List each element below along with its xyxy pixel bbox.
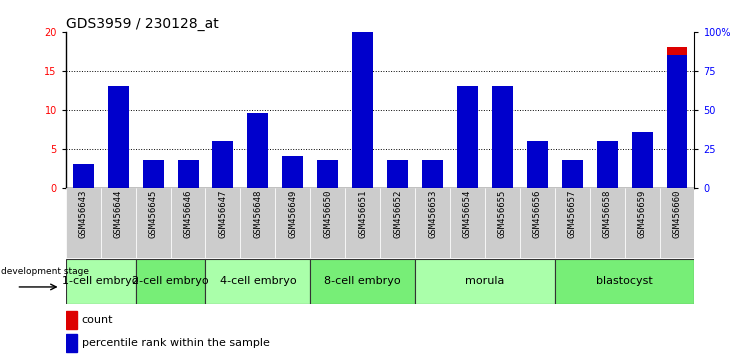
Bar	[247, 113, 268, 188]
Bar	[178, 175, 199, 188]
Bar	[107, 147, 129, 188]
Bar	[555, 188, 590, 258]
Text: GSM456645: GSM456645	[148, 190, 158, 238]
Bar	[205, 188, 240, 258]
Text: GDS3959 / 230128_at: GDS3959 / 230128_at	[66, 17, 219, 31]
Text: GSM456657: GSM456657	[568, 190, 577, 238]
Text: GSM456647: GSM456647	[219, 190, 227, 238]
Bar	[66, 334, 77, 352]
Text: 4-cell embryo: 4-cell embryo	[219, 276, 296, 286]
Bar	[667, 55, 687, 188]
Text: percentile rank within the sample: percentile rank within the sample	[81, 338, 270, 348]
Bar	[415, 188, 450, 258]
Bar	[310, 188, 345, 258]
Bar	[282, 170, 303, 188]
Text: GSM456660: GSM456660	[673, 190, 681, 238]
Bar	[387, 160, 408, 188]
Bar	[457, 86, 478, 188]
Bar	[213, 164, 233, 188]
Text: GSM456653: GSM456653	[428, 190, 437, 238]
Bar	[380, 188, 415, 258]
Bar	[561, 160, 583, 188]
Text: GSM456651: GSM456651	[358, 190, 367, 238]
Bar	[492, 86, 513, 188]
Text: 1-cell embryo: 1-cell embryo	[62, 276, 139, 286]
Bar	[143, 176, 164, 188]
Bar	[66, 259, 136, 303]
Text: GSM456656: GSM456656	[533, 190, 542, 238]
Bar	[66, 188, 101, 258]
Bar	[317, 175, 338, 188]
Bar	[527, 141, 548, 188]
Text: 2-cell embryo: 2-cell embryo	[132, 276, 209, 286]
Bar	[73, 180, 94, 188]
Text: blastocyst: blastocyst	[596, 276, 653, 286]
Bar	[345, 188, 380, 258]
Bar	[492, 141, 513, 188]
Bar	[667, 47, 687, 188]
Bar	[527, 169, 548, 188]
Bar	[170, 188, 205, 258]
Bar	[624, 188, 659, 258]
Text: GSM456658: GSM456658	[602, 190, 612, 238]
Text: GSM456649: GSM456649	[288, 190, 298, 238]
Bar	[561, 171, 583, 188]
Text: GSM456644: GSM456644	[114, 190, 123, 238]
Bar	[596, 141, 618, 188]
Text: GSM456643: GSM456643	[79, 190, 88, 238]
Bar	[136, 259, 205, 303]
Bar	[520, 188, 555, 258]
Text: GSM456646: GSM456646	[183, 190, 192, 238]
Bar	[352, 120, 373, 188]
Bar	[213, 141, 233, 188]
Bar	[317, 160, 338, 188]
Bar	[632, 132, 653, 188]
Bar	[247, 168, 268, 188]
Bar	[422, 160, 443, 188]
Bar	[136, 188, 170, 258]
Bar	[143, 160, 164, 188]
Bar	[310, 259, 415, 303]
Text: morula: morula	[465, 276, 504, 286]
Bar	[659, 188, 694, 258]
Text: GSM456650: GSM456650	[323, 190, 332, 238]
Bar	[66, 311, 77, 329]
Bar	[178, 160, 199, 188]
Text: development stage: development stage	[1, 267, 89, 276]
Bar	[485, 188, 520, 258]
Text: GSM456652: GSM456652	[393, 190, 402, 238]
Text: GSM456648: GSM456648	[254, 190, 262, 238]
Text: GSM456659: GSM456659	[637, 190, 646, 238]
Bar	[450, 188, 485, 258]
Bar	[240, 188, 276, 258]
Bar	[457, 139, 478, 188]
Bar	[276, 188, 310, 258]
Bar	[352, 32, 373, 188]
Bar	[101, 188, 136, 258]
Bar	[555, 259, 694, 303]
Bar	[387, 171, 408, 188]
Text: 8-cell embryo: 8-cell embryo	[325, 276, 401, 286]
Bar	[632, 156, 653, 188]
Text: GSM456655: GSM456655	[498, 190, 507, 238]
Bar	[205, 259, 310, 303]
Bar	[73, 164, 94, 188]
Text: count: count	[81, 315, 113, 325]
Bar	[422, 171, 443, 188]
Bar	[415, 259, 555, 303]
Bar	[596, 167, 618, 188]
Bar	[590, 188, 624, 258]
Bar	[107, 86, 129, 188]
Text: GSM456654: GSM456654	[463, 190, 472, 238]
Bar	[282, 156, 303, 188]
